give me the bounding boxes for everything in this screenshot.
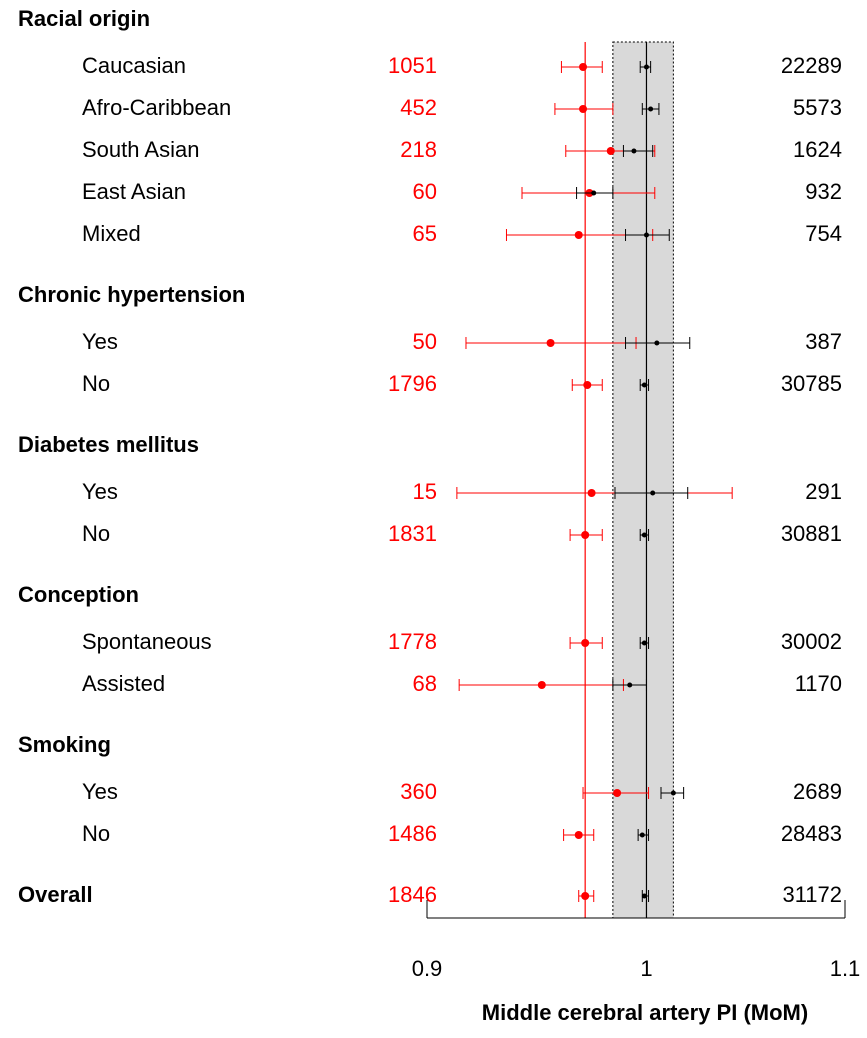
point [641, 893, 647, 899]
row-label: No [82, 521, 110, 546]
point [581, 639, 590, 647]
point [581, 892, 590, 900]
point [639, 832, 645, 838]
x-tick-label: 0.9 [412, 956, 443, 981]
row-label: Afro-Caribbean [82, 95, 231, 120]
case-count: 1051 [388, 53, 437, 78]
row-label: Yes [82, 479, 118, 504]
point [591, 190, 597, 196]
point [581, 531, 590, 539]
row-label: Yes [82, 779, 118, 804]
point [579, 63, 588, 71]
row-label: Yes [82, 329, 118, 354]
case-count: 65 [413, 221, 437, 246]
point [641, 640, 647, 646]
case-count: 68 [413, 671, 437, 696]
point [648, 106, 654, 112]
control-count: 22289 [781, 53, 842, 78]
x-axis-label: Middle cerebral artery PI (MoM) [482, 1000, 808, 1025]
point [631, 148, 637, 154]
case-count: 1831 [388, 521, 437, 546]
point [583, 381, 592, 389]
point [627, 682, 633, 688]
case-count: 1486 [388, 821, 437, 846]
x-tick-label: 1.1 [830, 956, 861, 981]
point [574, 831, 583, 839]
group-label: Conception [18, 582, 139, 607]
case-count: 1846 [388, 882, 437, 907]
point [606, 147, 615, 155]
point [643, 64, 649, 70]
row-label: Spontaneous [82, 629, 212, 654]
group-label: Smoking [18, 732, 111, 757]
point [546, 339, 555, 347]
row-label: East Asian [82, 179, 186, 204]
case-count: 15 [413, 479, 437, 504]
point [587, 489, 596, 497]
x-tick-label: 1 [640, 956, 652, 981]
point [641, 532, 647, 538]
group-label: Chronic hypertension [18, 282, 245, 307]
row-label: No [82, 371, 110, 396]
case-count: 1796 [388, 371, 437, 396]
point [537, 681, 546, 689]
point [643, 232, 649, 238]
point [613, 789, 622, 797]
reference-band [612, 41, 674, 919]
control-count: 31172 [782, 882, 842, 907]
control-count: 2689 [793, 779, 842, 804]
control-count: 28483 [781, 821, 842, 846]
group-label: Overall [18, 882, 93, 907]
point [650, 490, 656, 496]
row-label: Caucasian [82, 53, 186, 78]
case-count: 1778 [388, 629, 437, 654]
point [654, 340, 660, 346]
group-label: Racial origin [18, 6, 150, 31]
row-label: No [82, 821, 110, 846]
case-count: 50 [413, 329, 437, 354]
control-count: 30881 [781, 521, 842, 546]
control-count: 30785 [781, 371, 842, 396]
case-count: 60 [413, 179, 437, 204]
control-count: 932 [805, 179, 842, 204]
control-count: 754 [805, 221, 842, 246]
point [574, 231, 583, 239]
control-count: 30002 [781, 629, 842, 654]
control-count: 291 [805, 479, 842, 504]
point [641, 382, 647, 388]
case-count: 360 [400, 779, 437, 804]
row-label: Mixed [82, 221, 141, 246]
point [579, 105, 588, 113]
case-count: 452 [400, 95, 437, 120]
case-count: 218 [400, 137, 437, 162]
point [670, 790, 676, 796]
row-label: South Asian [82, 137, 199, 162]
group-label: Diabetes mellitus [18, 432, 199, 457]
control-count: 1170 [795, 671, 842, 696]
control-count: 1624 [793, 137, 842, 162]
control-count: 5573 [793, 95, 842, 120]
control-count: 387 [805, 329, 842, 354]
row-label: Assisted [82, 671, 165, 696]
